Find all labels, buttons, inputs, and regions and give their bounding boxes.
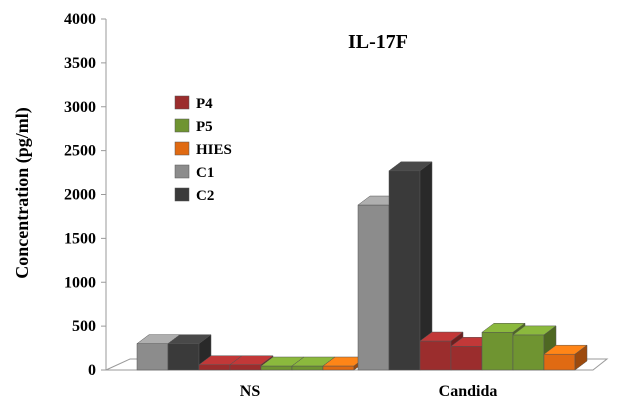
bar-front — [136, 343, 169, 371]
y-tick-label: 4000 — [64, 11, 96, 28]
bar-front — [357, 204, 390, 371]
y-tick-label: 3500 — [64, 55, 96, 72]
legend-swatch — [174, 118, 190, 133]
legend-swatch — [174, 141, 190, 156]
legend-label: P4 — [196, 96, 213, 112]
category-label: Candida — [439, 383, 498, 400]
y-tick-label: 2000 — [64, 187, 96, 204]
bar-front — [388, 170, 421, 371]
chart-title: IL-17F — [348, 31, 408, 53]
legend-swatch — [174, 164, 190, 179]
legend-item: C1 — [174, 164, 214, 181]
y-tick-labels: 0 500 1000 1500 2000 2500 3000 3500 4000 — [64, 11, 106, 379]
bar-front — [543, 353, 576, 371]
bar-HIES-candida — [543, 344, 588, 371]
y-tick-label: 2500 — [64, 143, 96, 160]
bar-C2-ns — [167, 334, 212, 371]
bar-front — [291, 365, 324, 371]
legend-label: C1 — [196, 165, 214, 181]
bars — [136, 161, 588, 371]
legend-item: P4 — [174, 95, 213, 112]
bar-front — [481, 332, 514, 371]
category-labels: NS Candida — [240, 383, 498, 400]
y-tick-label: 3000 — [64, 99, 96, 116]
legend-item: P5 — [174, 118, 213, 135]
bar-side — [574, 344, 588, 371]
legend-swatch — [174, 187, 190, 202]
legend-item: C2 — [174, 187, 214, 204]
y-tick-label: 0 — [88, 362, 96, 379]
legend-label: P5 — [196, 119, 213, 135]
legend-item: HIES — [174, 141, 232, 158]
bar-front — [260, 365, 293, 371]
bar-front — [167, 343, 200, 371]
bar-front — [419, 340, 452, 371]
bar-front — [322, 365, 355, 371]
legend: P4 P5 HIES C1 C2 — [174, 95, 232, 204]
bar-front — [450, 346, 483, 371]
bar-P5-candida — [512, 325, 557, 371]
bar-front — [512, 334, 545, 371]
y-axis-label: Concentration (pg/ml) — [12, 107, 33, 278]
y-tick-label: 500 — [72, 318, 96, 335]
legend-label: HIES — [196, 142, 232, 158]
bar-front — [229, 364, 262, 371]
legend-label: C2 — [196, 188, 214, 204]
legend-swatch — [174, 95, 190, 110]
category-label: NS — [240, 383, 261, 400]
bar-front — [198, 364, 231, 371]
y-tick-label: 1500 — [64, 230, 96, 247]
y-tick-label: 1000 — [64, 274, 96, 291]
